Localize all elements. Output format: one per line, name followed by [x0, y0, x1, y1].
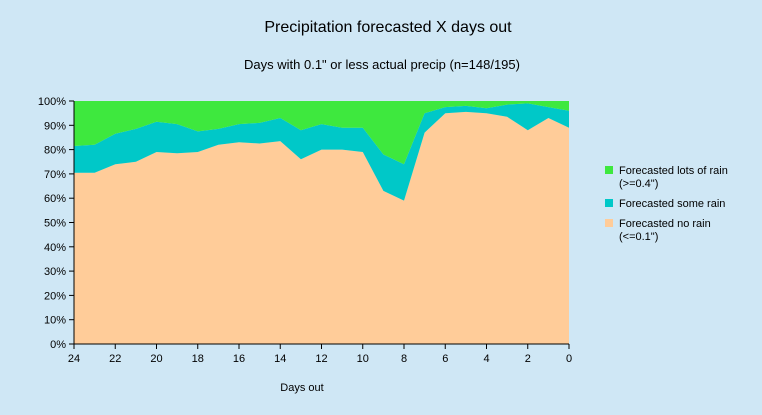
- plot-area: [74, 101, 569, 345]
- y-tick-label: 80%: [44, 145, 66, 157]
- y-tick-label: 100%: [38, 96, 66, 108]
- y-tick-label: 40%: [44, 242, 66, 254]
- x-tick-label: 24: [68, 353, 80, 365]
- y-tick-label: 0%: [50, 339, 66, 351]
- y-tick-label: 50%: [44, 218, 66, 230]
- x-tick-label: 6: [442, 353, 448, 365]
- y-tick-label: 60%: [44, 193, 66, 205]
- legend-swatch-0: [605, 219, 613, 227]
- series-area-1: [74, 103, 569, 201]
- legend-label-2: (>=0.4"): [619, 178, 658, 190]
- y-tick-label: 30%: [44, 266, 66, 278]
- x-tick-label: 14: [274, 353, 286, 365]
- x-tick-label: 0: [566, 353, 572, 365]
- chart-subtitle: Days with 0.1" or less actual precip (n=…: [244, 57, 520, 72]
- legend-label-0: Forecasted no rain: [619, 218, 711, 230]
- chart-title: Precipitation forecasted X days out: [264, 19, 512, 36]
- x-axis-title: Days out: [280, 382, 323, 394]
- legend-label-1: Forecasted some rain: [619, 198, 725, 210]
- y-tick-label: 10%: [44, 315, 66, 327]
- series-area-2: [74, 101, 569, 165]
- legend-label-2: Forecasted lots of rain: [619, 165, 728, 177]
- series-area-0: [74, 111, 569, 345]
- legend-swatch-1: [605, 199, 613, 207]
- x-tick-label: 18: [192, 353, 204, 365]
- x-tick-label: 10: [357, 353, 369, 365]
- legend: Forecasted lots of rain(>=0.4") Forecaste…: [605, 165, 728, 243]
- legend-label-0: (<=0.1"): [619, 231, 658, 243]
- x-tick-label: 22: [109, 353, 121, 365]
- x-tick-label: 12: [315, 353, 327, 365]
- y-tick-label: 90%: [44, 120, 66, 132]
- x-tick-label: 2: [525, 353, 531, 365]
- y-axis: 0% 10% 20% 30% 40% 50% 60% 70% 80% 90% 100%: [38, 96, 75, 351]
- x-axis: 24 22 20 18 16 14 12 10 8 6 4 2 0: [68, 343, 572, 365]
- y-tick-label: 20%: [44, 290, 66, 302]
- legend-swatch-2: [605, 166, 613, 174]
- x-tick-label: 8: [401, 353, 407, 365]
- x-tick-label: 4: [483, 353, 489, 365]
- y-tick-label: 70%: [44, 169, 66, 181]
- x-tick-label: 16: [233, 353, 245, 365]
- x-tick-label: 20: [150, 353, 162, 365]
